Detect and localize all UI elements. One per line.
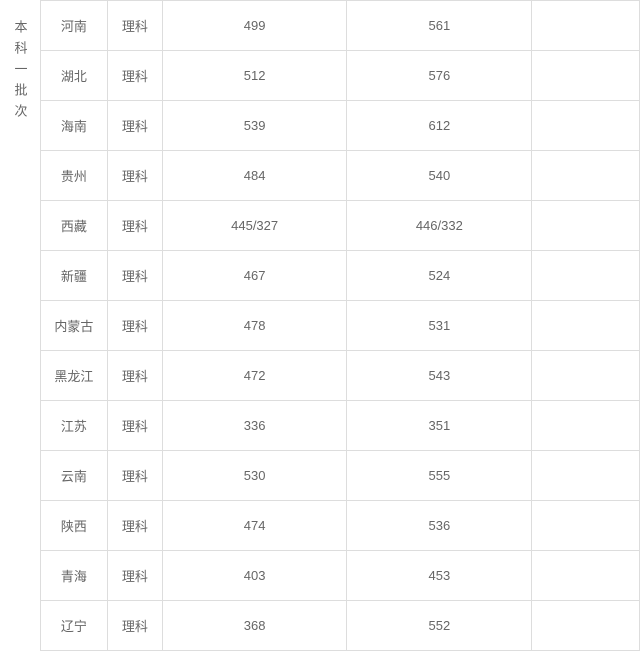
admission-score-table: 河南理科499561湖北理科512576海南理科539612贵州理科484540… [40,0,640,651]
score2-cell: 531 [347,301,532,351]
score2-cell: 351 [347,401,532,451]
score1-cell: 467 [162,251,347,301]
table-row: 黑龙江理科472543 [41,351,640,401]
admission-score-table-container: 本科一批次 河南理科499561湖北理科512576海南理科539612贵州理科… [0,0,640,651]
score1-cell: 539 [162,101,347,151]
subject-cell: 理科 [107,1,162,51]
score1-cell: 478 [162,301,347,351]
score2-cell: 576 [347,51,532,101]
province-cell: 西藏 [41,201,108,251]
province-cell: 江苏 [41,401,108,451]
extra-cell [532,451,640,501]
table-row: 陕西理科474536 [41,501,640,551]
score1-cell: 403 [162,551,347,601]
score1-cell: 445/327 [162,201,347,251]
province-cell: 云南 [41,451,108,501]
subject-cell: 理科 [107,501,162,551]
subject-cell: 理科 [107,601,162,651]
subject-cell: 理科 [107,51,162,101]
table-row: 贵州理科484540 [41,151,640,201]
province-cell: 辽宁 [41,601,108,651]
province-cell: 新疆 [41,251,108,301]
extra-cell [532,401,640,451]
table-body: 河南理科499561湖北理科512576海南理科539612贵州理科484540… [41,1,640,651]
subject-cell: 理科 [107,101,162,151]
score1-cell: 530 [162,451,347,501]
table-wrapper: 河南理科499561湖北理科512576海南理科539612贵州理科484540… [40,0,640,651]
score2-cell: 540 [347,151,532,201]
table-row: 内蒙古理科478531 [41,301,640,351]
province-cell: 河南 [41,1,108,51]
batch-label: 本科一批次 [11,20,30,125]
score1-cell: 499 [162,1,347,51]
table-row: 河南理科499561 [41,1,640,51]
province-cell: 青海 [41,551,108,601]
province-cell: 黑龙江 [41,351,108,401]
subject-cell: 理科 [107,451,162,501]
subject-cell: 理科 [107,551,162,601]
score1-cell: 474 [162,501,347,551]
score1-cell: 472 [162,351,347,401]
table-row: 新疆理科467524 [41,251,640,301]
province-cell: 湖北 [41,51,108,101]
table-row: 海南理科539612 [41,101,640,151]
province-cell: 贵州 [41,151,108,201]
extra-cell [532,201,640,251]
table-row: 云南理科530555 [41,451,640,501]
extra-cell [532,301,640,351]
score2-cell: 612 [347,101,532,151]
table-row: 辽宁理科368552 [41,601,640,651]
score2-cell: 524 [347,251,532,301]
extra-cell [532,501,640,551]
extra-cell [532,151,640,201]
score1-cell: 512 [162,51,347,101]
score2-cell: 543 [347,351,532,401]
score2-cell: 561 [347,1,532,51]
score1-cell: 484 [162,151,347,201]
subject-cell: 理科 [107,401,162,451]
score2-cell: 555 [347,451,532,501]
subject-cell: 理科 [107,151,162,201]
extra-cell [532,351,640,401]
table-row: 湖北理科512576 [41,51,640,101]
batch-header: 本科一批次 [0,0,40,651]
table-row: 青海理科403453 [41,551,640,601]
subject-cell: 理科 [107,301,162,351]
province-cell: 陕西 [41,501,108,551]
extra-cell [532,551,640,601]
extra-cell [532,1,640,51]
score2-cell: 552 [347,601,532,651]
extra-cell [532,251,640,301]
extra-cell [532,51,640,101]
subject-cell: 理科 [107,351,162,401]
score1-cell: 368 [162,601,347,651]
table-row: 西藏理科445/327446/332 [41,201,640,251]
score2-cell: 453 [347,551,532,601]
score1-cell: 336 [162,401,347,451]
score2-cell: 536 [347,501,532,551]
score2-cell: 446/332 [347,201,532,251]
table-row: 江苏理科336351 [41,401,640,451]
province-cell: 海南 [41,101,108,151]
subject-cell: 理科 [107,251,162,301]
extra-cell [532,601,640,651]
province-cell: 内蒙古 [41,301,108,351]
subject-cell: 理科 [107,201,162,251]
extra-cell [532,101,640,151]
